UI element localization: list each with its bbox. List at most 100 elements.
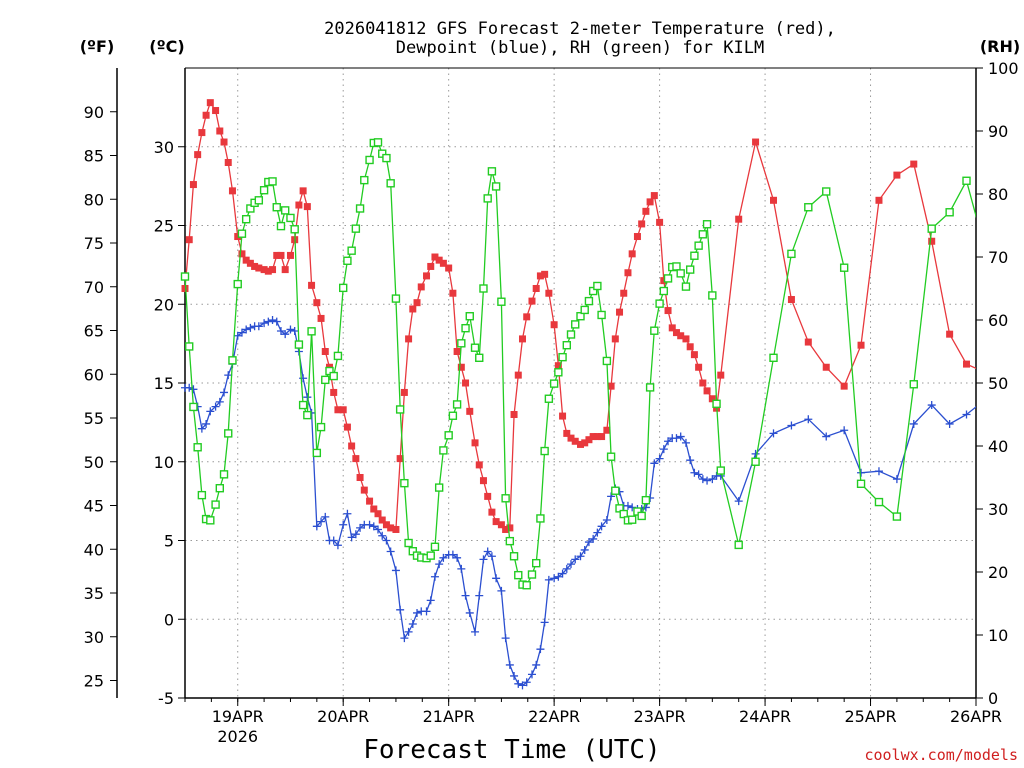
rh-point	[408, 547, 418, 556]
dewpoint-point	[430, 572, 439, 581]
x-tick-label: 21APR	[423, 707, 475, 726]
temperature-point	[194, 151, 202, 159]
fahrenheit-tick-label: 40	[84, 540, 104, 559]
dewpoint-point	[562, 564, 571, 573]
dewpoint-point	[708, 475, 717, 484]
dewpoint-point	[365, 520, 374, 529]
rh-point	[927, 224, 936, 233]
fahrenheit-tick-label: 85	[84, 147, 104, 166]
rh-unit-label: (RH)	[980, 37, 1020, 56]
rh-point	[215, 484, 225, 493]
dewpoint-point	[734, 497, 743, 506]
temperature-point	[360, 486, 368, 494]
dewpoint-point	[945, 419, 954, 428]
rh-point	[769, 353, 778, 362]
celsius-tick-label: 15	[154, 374, 174, 393]
rh-point	[434, 483, 444, 492]
temperature-point	[550, 321, 558, 329]
temperature-point	[656, 218, 664, 226]
dewpoint-point	[584, 538, 593, 547]
rh-point	[461, 323, 470, 333]
dewpoint-point	[567, 560, 576, 569]
temperature-point	[603, 426, 611, 434]
dewpoint-point	[435, 560, 444, 569]
temperature-point	[238, 250, 246, 258]
temperature-point	[352, 455, 360, 463]
dewpoint-point	[492, 574, 501, 583]
temperature-point	[708, 395, 716, 403]
rh-point	[185, 342, 194, 351]
fahrenheit-tick-label: 70	[84, 278, 104, 297]
temperature-point	[449, 289, 457, 297]
rh-tick-label: 100	[988, 59, 1019, 78]
dewpoint-point	[439, 553, 448, 562]
rh-point	[588, 286, 598, 296]
dewpoint-point	[607, 492, 616, 501]
dewpoint-point	[505, 660, 514, 669]
dewpoint-point	[374, 525, 383, 534]
rh-point	[479, 284, 488, 293]
dewpoint-point	[540, 618, 549, 627]
dewpoint-point	[576, 552, 585, 561]
dewpoint-point	[233, 331, 242, 340]
temperature-point	[554, 362, 562, 370]
temperature-point	[787, 296, 795, 304]
temperature-point	[206, 99, 214, 107]
rh-point	[645, 383, 655, 392]
dewpoint-point	[329, 536, 338, 545]
dewpoint-point	[518, 681, 527, 690]
temperature-point	[181, 285, 189, 292]
dewpoint-point	[268, 316, 277, 324]
rh-point	[439, 446, 448, 455]
dewpoint-point	[448, 550, 457, 559]
rh-tick-label: 60	[988, 311, 1008, 330]
temperature-point	[212, 107, 220, 115]
dewpoint-point	[487, 552, 496, 561]
temperature-point	[202, 111, 210, 119]
dewpoint-point	[527, 670, 536, 679]
temperature-point	[413, 299, 421, 307]
dewpoint-point	[686, 456, 695, 465]
temperature-point	[528, 297, 536, 305]
rh-point	[378, 149, 387, 158]
rh-point	[702, 220, 712, 229]
temperature-point	[431, 253, 439, 261]
dewpoint-point	[312, 522, 321, 531]
dewpoint-point	[536, 645, 545, 654]
rh-point	[268, 177, 277, 186]
rh-point	[681, 282, 691, 291]
rh-point	[536, 514, 545, 523]
temperature-point	[589, 433, 597, 441]
temperature-point	[224, 159, 232, 166]
rh-point	[237, 229, 247, 238]
dewpoint-point	[356, 523, 365, 532]
dewpoint-point	[544, 575, 553, 584]
rh-point	[597, 310, 606, 320]
dewpoint-point	[475, 591, 484, 600]
rh-point	[339, 283, 348, 293]
x-tick-label: 25APR	[844, 707, 896, 726]
temperature-point	[242, 256, 250, 264]
temperature-point	[475, 461, 483, 469]
dewpoint-point	[479, 555, 488, 564]
temperature-point	[677, 332, 685, 340]
dewpoint-point	[650, 459, 659, 468]
rh-point	[298, 400, 308, 410]
temperature-point	[545, 289, 553, 297]
dewpoint-point	[378, 531, 387, 540]
fahrenheit-tick-label: 35	[84, 584, 104, 603]
rh-point	[522, 581, 531, 590]
chart-title-line-1: 2026041812 GFS Forecast 2-meter Temperat…	[324, 19, 836, 39]
dewpoint-point	[351, 530, 360, 539]
rh-point	[321, 375, 330, 385]
temperature-point	[717, 371, 725, 379]
rh-point	[822, 187, 831, 196]
dewpoint-point	[703, 476, 712, 485]
rh-point	[491, 182, 501, 191]
rh-tick-label: 80	[988, 185, 1008, 204]
dewpoint-point	[909, 419, 918, 428]
temperature-point	[893, 171, 901, 179]
dewpoint-point	[497, 586, 506, 595]
rh-point	[554, 368, 563, 377]
temperature-point	[664, 307, 672, 315]
